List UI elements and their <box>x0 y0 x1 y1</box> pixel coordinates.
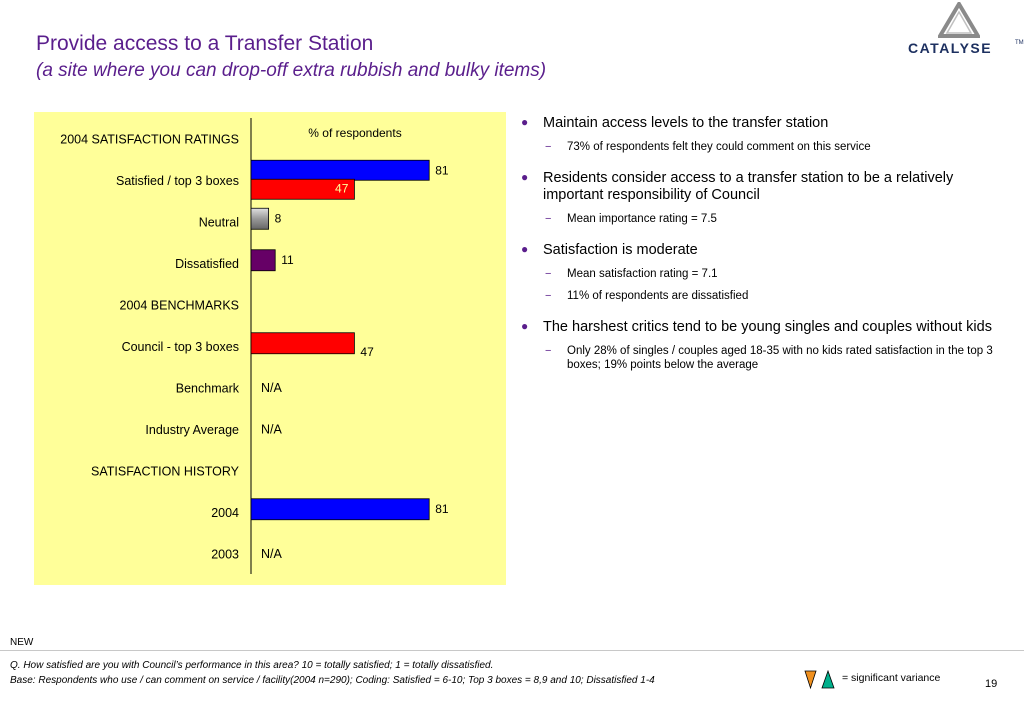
footer-divider <box>0 650 1024 651</box>
page-subtitle: (a site where you can drop-off extra rub… <box>36 60 547 81</box>
survey-base: Base: Respondents who use / can comment … <box>10 675 655 686</box>
logo-wordmark: CATALYSE <box>908 40 993 56</box>
new-label: NEW <box>10 637 34 648</box>
category-label: 2003 <box>211 547 239 561</box>
bar <box>250 498 430 521</box>
na-label: N/A <box>261 422 283 436</box>
finding-group: The harshest critics tend to be young si… <box>520 318 1000 372</box>
finding-sub-bullet: 11% of respondents are dissatisfied <box>520 289 1000 303</box>
data-label: 47 <box>335 181 349 195</box>
bar <box>250 332 355 355</box>
na-label: N/A <box>261 381 283 395</box>
finding-group: Maintain access levels to the transfer s… <box>520 114 1000 154</box>
bar <box>250 178 355 200</box>
data-label: 11 <box>281 253 294 267</box>
finding-group: Residents consider access to a transfer … <box>520 169 1000 226</box>
legend-text: = significant variance <box>842 672 941 684</box>
category-label: 2004 BENCHMARKS <box>120 298 240 312</box>
finding-bullet: The harshest critics tend to be young si… <box>520 318 1000 336</box>
data-label: 81 <box>435 502 449 516</box>
category-label: SATISFACTION HISTORY <box>91 464 240 478</box>
data-label: 81 <box>435 163 449 177</box>
data-label: 8 <box>275 211 282 225</box>
category-label: Neutral <box>199 215 239 229</box>
category-label: 2004 SATISFACTION RATINGS <box>60 132 239 146</box>
category-label: Industry Average <box>145 423 239 437</box>
finding-bullet: Satisfaction is moderate <box>520 241 1000 259</box>
finding-bullet: Residents consider access to a transfer … <box>520 169 1000 204</box>
logo-trademark: TM <box>1015 40 1024 46</box>
catalyse-logo: CATALYSE TM <box>908 2 1024 64</box>
category-label: Benchmark <box>176 381 240 395</box>
finding-sub-bullet: 73% of respondents felt they could comme… <box>520 140 1000 154</box>
bar <box>250 159 430 181</box>
finding-group: Satisfaction is moderate Mean satisfactio… <box>520 241 1000 303</box>
bar <box>250 249 276 272</box>
triangle-up-icon <box>821 670 835 689</box>
finding-bullet: Maintain access levels to the transfer s… <box>520 114 1000 132</box>
page-title: Provide access to a Transfer Station <box>36 32 374 55</box>
axis-title: % of respondents <box>308 126 401 140</box>
category-label: Council - top 3 boxes <box>122 340 239 354</box>
finding-sub-bullet: Only 28% of singles / couples aged 18-35… <box>520 344 1000 372</box>
bar <box>250 207 270 230</box>
category-label: 2004 <box>211 506 239 520</box>
survey-question: Q. How satisfied are you with Council’s … <box>10 660 494 671</box>
category-label: Dissatisfied <box>175 257 239 271</box>
findings-list: Maintain access levels to the transfer s… <box>520 114 1000 388</box>
triangle-down-icon <box>804 670 817 690</box>
significant-variance-icons <box>804 670 835 690</box>
data-label: 47 <box>360 345 374 359</box>
na-label: N/A <box>261 547 283 561</box>
bar-chart: % of respondents 2004 SATISFACTION RATING… <box>60 118 449 574</box>
finding-sub-bullet: Mean importance rating = 7.5 <box>520 212 1000 226</box>
page-number: 19 <box>985 678 998 690</box>
triangle-logo-icon <box>938 2 980 38</box>
finding-sub-bullet: Mean satisfaction rating = 7.1 <box>520 267 1000 281</box>
category-label: Satisfied / top 3 boxes <box>116 174 239 188</box>
chart-panel: % of respondents 2004 SATISFACTION RATING… <box>34 112 506 585</box>
